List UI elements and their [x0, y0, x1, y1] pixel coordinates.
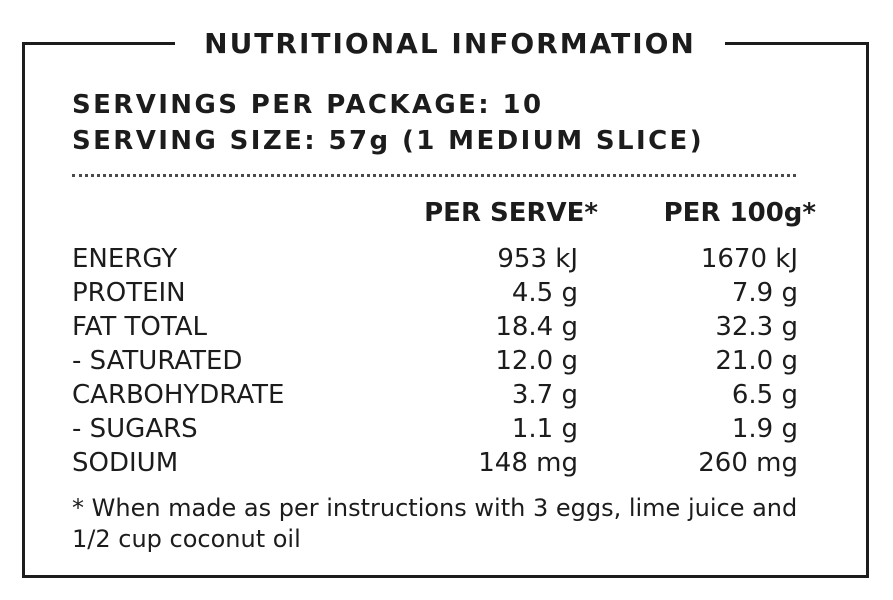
per-100g-value: 260 mg — [698, 448, 798, 478]
table-row: FAT TOTAL 18.4 g 32.3 g — [72, 310, 802, 344]
table-row: ENERGY 953 kJ 1670 kJ — [72, 242, 802, 276]
per-100g-value: 1670 kJ — [700, 244, 798, 274]
per-serve-value: 3.7 g — [511, 380, 578, 410]
footnote: * When made as per instructions with 3 e… — [72, 494, 798, 553]
per-serve-value: 4.5 g — [511, 278, 578, 308]
header-per-serve: PER SERVE* — [424, 198, 598, 228]
nutrient-label: ENERGY — [72, 244, 178, 274]
panel-title: NUTRITIONAL INFORMATION — [175, 26, 725, 62]
nutrient-label: PROTEIN — [72, 278, 186, 308]
per-serve-value: 18.4 g — [495, 312, 578, 342]
nutrition-table: ENERGY 953 kJ 1670 kJ PROTEIN 4.5 g 7.9 … — [72, 242, 802, 480]
serving-size: SERVING SIZE: 57g (1 MEDIUM SLICE) — [72, 126, 705, 156]
per-100g-value: 21.0 g — [715, 346, 798, 376]
per-serve-value: 12.0 g — [495, 346, 578, 376]
per-100g-value: 1.9 g — [731, 414, 798, 444]
per-100g-value: 6.5 g — [731, 380, 798, 410]
per-serve-value: 1.1 g — [511, 414, 578, 444]
nutrient-label: - SUGARS — [72, 414, 198, 444]
per-serve-value: 148 mg — [478, 448, 578, 478]
servings-info: SERVINGS PER PACKAGE: 10 SERVING SIZE: 5… — [72, 87, 704, 159]
per-100g-value: 7.9 g — [731, 278, 798, 308]
per-100g-value: 32.3 g — [715, 312, 798, 342]
table-row: PROTEIN 4.5 g 7.9 g — [72, 276, 802, 310]
table-row: - SATURATED 12.0 g 21.0 g — [72, 344, 802, 378]
nutrient-label: CARBOHYDRATE — [72, 380, 285, 410]
table-row: - SUGARS 1.1 g 1.9 g — [72, 412, 802, 446]
nutrient-label: SODIUM — [72, 448, 179, 478]
nutrient-label: FAT TOTAL — [72, 312, 207, 342]
per-serve-value: 953 kJ — [497, 244, 578, 274]
servings-per-package: SERVINGS PER PACKAGE: 10 — [72, 90, 544, 120]
nutrient-label: - SATURATED — [72, 346, 243, 376]
table-row: SODIUM 148 mg 260 mg — [72, 446, 802, 480]
dotted-divider — [72, 174, 796, 177]
table-row: CARBOHYDRATE 3.7 g 6.5 g — [72, 378, 802, 412]
header-per-100g: PER 100g* — [663, 198, 816, 228]
